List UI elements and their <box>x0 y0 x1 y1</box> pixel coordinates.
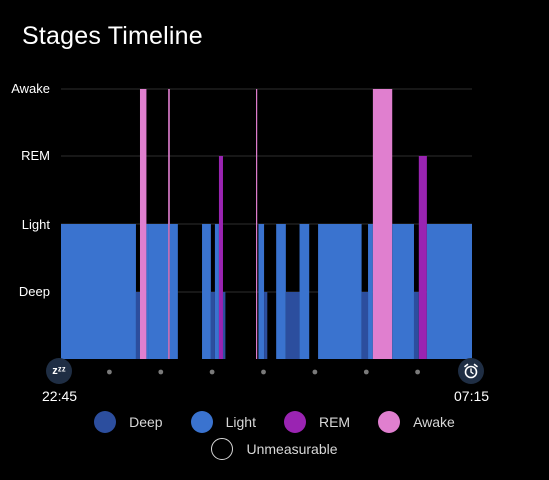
legend-swatch-light <box>190 411 213 433</box>
segment-deep-1 <box>135 292 140 359</box>
segment-light-3 <box>146 224 149 359</box>
segment-light-6 <box>169 224 178 359</box>
segment-deep-12 <box>222 292 226 359</box>
legend-item-unmeasurable: Unmeasurable <box>211 438 338 460</box>
y-axis-labels: Deep Light REM Awake <box>11 81 50 299</box>
stages-timeline-chart: Deep Light REM Awake <box>11 81 472 375</box>
segment-deep-9 <box>210 292 215 359</box>
y-label-rem: REM <box>21 148 50 163</box>
time-dot <box>158 369 164 375</box>
segment-deep-20 <box>285 292 300 359</box>
sleep-icon-glyph: zᶻᶻ <box>52 365 66 377</box>
segment-light-0 <box>61 224 136 359</box>
legend-item-rem: REM <box>283 411 351 433</box>
legend-swatch-deep <box>94 411 117 433</box>
legend-item-deep: Deep <box>94 411 163 433</box>
segment-light-25 <box>368 224 373 359</box>
y-label-awake: Awake <box>11 81 50 96</box>
alarm-clock-glyph <box>464 363 478 379</box>
segment-deep-17 <box>264 292 268 359</box>
legend-unmeasurable: Unmeasurable <box>0 438 549 460</box>
time-dot <box>312 369 318 375</box>
segment-light-23 <box>318 224 362 359</box>
legend-label-rem: REM <box>318 414 351 430</box>
segment-awake-5 <box>168 89 170 359</box>
chart-title: Stages Timeline <box>22 22 203 50</box>
segment-rem-29 <box>418 156 427 359</box>
sleep-zzz-icon: zᶻᶻ <box>46 358 72 384</box>
start-time-label: 22:45 <box>42 388 78 404</box>
legend-label-deep: Deep <box>129 414 163 430</box>
segment-awake-14 <box>256 89 258 359</box>
time-dot <box>261 369 266 375</box>
stage-bars <box>61 89 472 359</box>
time-dot <box>209 369 215 375</box>
time-dot <box>415 369 420 375</box>
legend-swatch-awake <box>378 411 401 433</box>
y-label-deep: Deep <box>19 284 50 299</box>
segment-light-8 <box>202 224 211 359</box>
end-time-label: 07:15 <box>454 388 490 404</box>
segment-light-16 <box>258 224 265 359</box>
segment-light-27 <box>392 224 414 359</box>
segment-awake-2 <box>139 89 147 359</box>
time-dot <box>363 369 369 375</box>
time-axis-dots <box>107 369 420 375</box>
segment-light-21 <box>299 224 310 359</box>
legend-swatch-rem <box>283 411 306 433</box>
legend-swatch-unmeasurable <box>211 438 234 460</box>
segment-deep-28 <box>413 292 419 359</box>
legend-label-light: Light <box>225 414 256 430</box>
segment-deep-24 <box>361 292 369 359</box>
legend-item-awake: Awake <box>378 411 455 433</box>
segment-rem-11 <box>218 156 223 359</box>
y-label-light: Light <box>22 217 51 232</box>
legend-item-light: Light <box>190 411 256 433</box>
segment-light-4 <box>148 224 169 359</box>
alarm-clock-icon <box>458 358 484 384</box>
segment-light-19 <box>276 224 286 359</box>
legend-label-unmeasurable: Unmeasurable <box>246 441 338 457</box>
time-dot <box>107 369 112 375</box>
segment-light-10 <box>214 224 219 359</box>
chart-legend: Deep Light REM Awake <box>0 411 549 433</box>
segment-awake-26 <box>372 89 393 359</box>
segment-light-30 <box>426 224 472 359</box>
legend-label-awake: Awake <box>413 414 455 430</box>
